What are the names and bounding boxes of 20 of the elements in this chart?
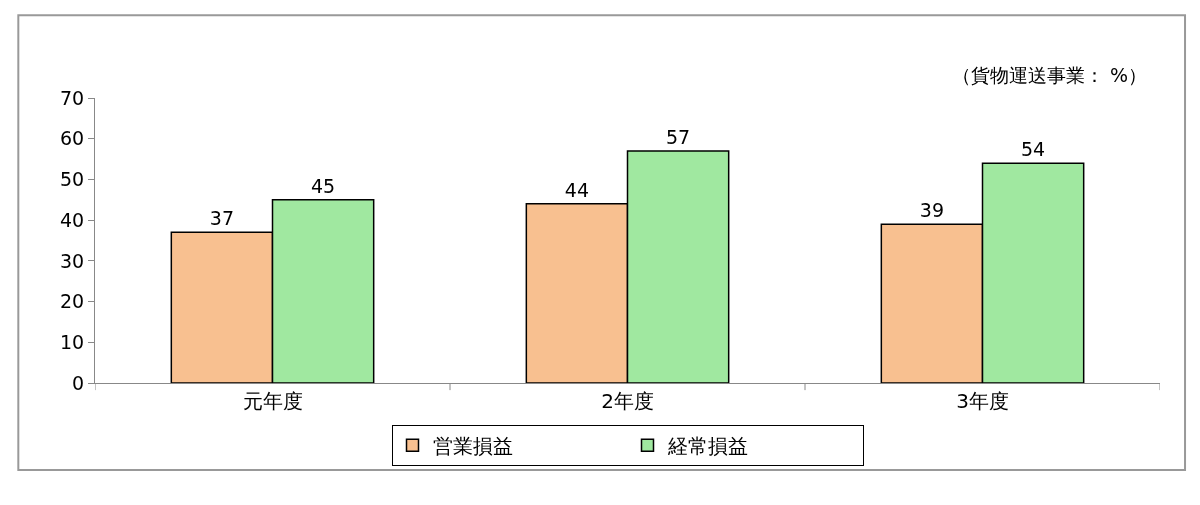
data-label: 39 [919,199,945,222]
legend-label: 経常損益 [666,433,748,458]
data-label: 54 [1021,138,1046,161]
x-tick-label: 2年度 [601,389,654,413]
data-label: 45 [311,174,336,197]
y-tick-label: 40 [60,208,85,231]
legend-label: 営業損益 [432,433,513,458]
data-label: 37 [209,207,234,230]
y-tick-label: 70 [60,86,85,109]
data-label: 57 [666,125,691,148]
y-tick-label: 60 [60,127,85,150]
x-tick-label: 元年度 [242,389,303,413]
y-tick-label: 10 [60,330,85,353]
y-tick-label: 0 [72,371,85,394]
y-tick-label: 30 [60,249,85,272]
y-tick-label: 20 [60,290,85,313]
y-tick-label: 50 [60,168,85,191]
text: （貨物運送事業： %） [952,64,1148,86]
x-tick-label: 3年度 [956,389,1009,413]
data-label: 44 [564,178,590,201]
